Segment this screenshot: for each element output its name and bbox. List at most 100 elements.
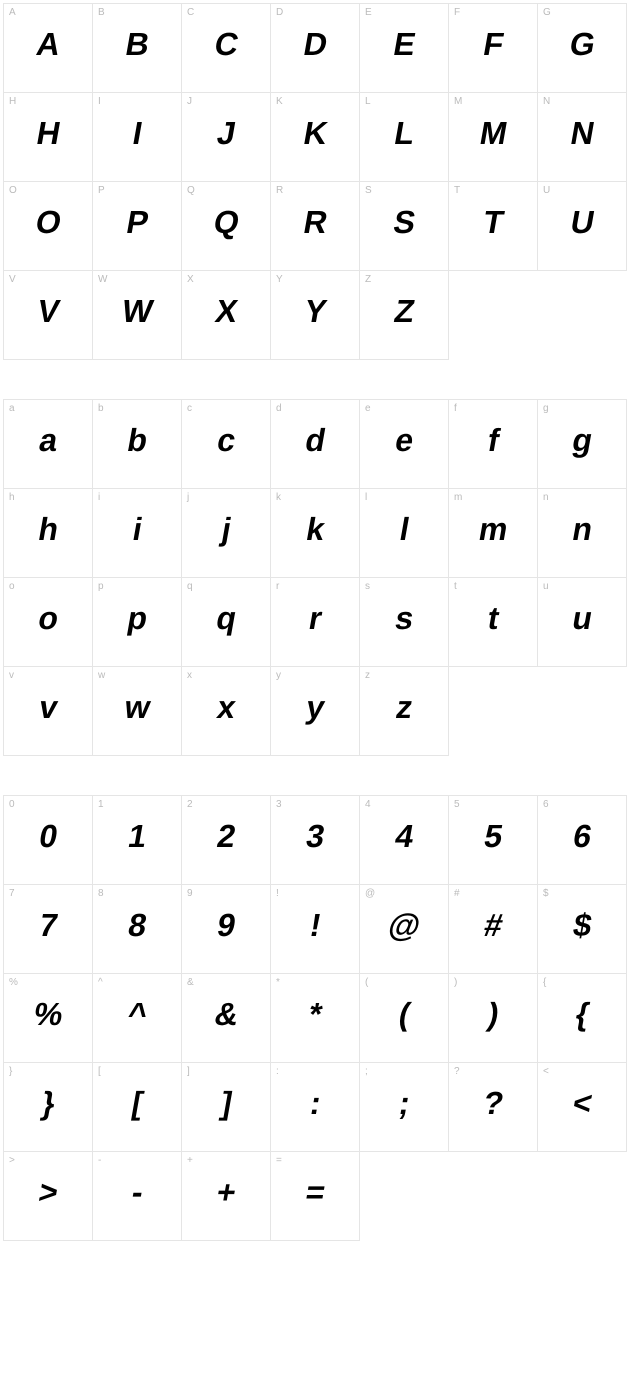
glyph-cell[interactable]: FF: [448, 3, 538, 93]
glyph-cell[interactable]: WW: [92, 270, 182, 360]
glyph-cell[interactable]: <<: [537, 1062, 627, 1152]
glyph-cell[interactable]: CC: [181, 3, 271, 93]
cell-glyph: 1: [125, 818, 148, 855]
glyph-cell[interactable]: ##: [448, 884, 538, 974]
glyph-cell[interactable]: tt: [448, 577, 538, 667]
glyph-cell[interactable]: hh: [3, 488, 93, 578]
glyph-cell[interactable]: KK: [270, 92, 360, 182]
glyph-cell[interactable]: $$: [537, 884, 627, 974]
glyph-cell[interactable]: MM: [448, 92, 538, 182]
glyph-cell[interactable]: ww: [92, 666, 182, 756]
glyph-cell[interactable]: !!: [270, 884, 360, 974]
cell-glyph: G: [567, 26, 597, 63]
glyph-cell[interactable]: rr: [270, 577, 360, 667]
cell-label: A: [9, 7, 16, 18]
glyph-cell[interactable]: oo: [3, 577, 93, 667]
glyph-cell[interactable]: VV: [3, 270, 93, 360]
glyph-cell[interactable]: jj: [181, 488, 271, 578]
glyph-cell[interactable]: pp: [92, 577, 182, 667]
glyph-cell[interactable]: ee: [359, 399, 449, 489]
glyph-cell[interactable]: XX: [181, 270, 271, 360]
glyph-cell[interactable]: SS: [359, 181, 449, 271]
glyph-cell[interactable]: BB: [92, 3, 182, 93]
glyph-cell[interactable]: ;;: [359, 1062, 449, 1152]
glyph-cell[interactable]: TT: [448, 181, 538, 271]
glyph-cell[interactable]: UU: [537, 181, 627, 271]
cell-glyph: u: [569, 600, 594, 637]
glyph-cell[interactable]: xx: [181, 666, 271, 756]
cell-glyph: F: [480, 26, 505, 63]
glyph-cell[interactable]: zz: [359, 666, 449, 756]
glyph-cell[interactable]: nn: [537, 488, 627, 578]
glyph-cell[interactable]: dd: [270, 399, 360, 489]
glyph-cell[interactable]: EE: [359, 3, 449, 93]
cell-glyph: *: [306, 996, 324, 1033]
glyph-cell[interactable]: ==: [270, 1151, 360, 1241]
cell-glyph: O: [33, 204, 63, 241]
glyph-cell[interactable]: 55: [448, 795, 538, 885]
glyph-cell[interactable]: OO: [3, 181, 93, 271]
glyph-cell[interactable]: qq: [181, 577, 271, 667]
glyph-cell[interactable]: cc: [181, 399, 271, 489]
glyph-cell[interactable]: mm: [448, 488, 538, 578]
glyph-cell[interactable]: uu: [537, 577, 627, 667]
glyph-cell[interactable]: %%: [3, 973, 93, 1063]
glyph-cell[interactable]: JJ: [181, 92, 271, 182]
glyph-cell[interactable]: 77: [3, 884, 93, 974]
glyph-cell[interactable]: QQ: [181, 181, 271, 271]
glyph-cell[interactable]: 22: [181, 795, 271, 885]
cell-glyph: !: [307, 907, 323, 944]
glyph-cell[interactable]: AA: [3, 3, 93, 93]
glyph-cell[interactable]: vv: [3, 666, 93, 756]
glyph-cell[interactable]: 11: [92, 795, 182, 885]
glyph-cell[interactable]: 66: [537, 795, 627, 885]
glyph-cell[interactable]: bb: [92, 399, 182, 489]
cell-label: 3: [276, 799, 282, 810]
glyph-cell[interactable]: 88: [92, 884, 182, 974]
glyph-cell[interactable]: ]]: [181, 1062, 271, 1152]
glyph-cell[interactable]: **: [270, 973, 360, 1063]
glyph-cell[interactable]: LL: [359, 92, 449, 182]
glyph-cell[interactable]: aa: [3, 399, 93, 489]
glyph-cell[interactable]: kk: [270, 488, 360, 578]
glyph-cell[interactable]: ::: [270, 1062, 360, 1152]
glyph-cell[interactable]: --: [92, 1151, 182, 1241]
glyph-cell[interactable]: ss: [359, 577, 449, 667]
glyph-cell[interactable]: yy: [270, 666, 360, 756]
glyph-cell[interactable]: II: [92, 92, 182, 182]
glyph-cell[interactable]: ll: [359, 488, 449, 578]
glyph-cell[interactable]: HH: [3, 92, 93, 182]
glyph-cell[interactable]: 33: [270, 795, 360, 885]
cell-label: +: [187, 1155, 193, 1166]
glyph-cell[interactable]: NN: [537, 92, 627, 182]
glyph-cell[interactable]: ff: [448, 399, 538, 489]
cell-label: s: [365, 581, 370, 592]
glyph-cell[interactable]: RR: [270, 181, 360, 271]
glyph-cell[interactable]: 99: [181, 884, 271, 974]
glyph-cell[interactable]: ((: [359, 973, 449, 1063]
glyph-cell[interactable]: DD: [270, 3, 360, 93]
glyph-cell[interactable]: YY: [270, 270, 360, 360]
glyph-cell[interactable]: &&: [181, 973, 271, 1063]
glyph-cell[interactable]: [[: [92, 1062, 182, 1152]
cell-glyph: N: [568, 115, 597, 152]
glyph-cell[interactable]: )): [448, 973, 538, 1063]
glyph-cell[interactable]: {{: [537, 973, 627, 1063]
cell-glyph: 5: [481, 818, 504, 855]
cell-glyph: p: [124, 600, 149, 637]
glyph-cell[interactable]: ^^: [92, 973, 182, 1063]
cell-glyph: [: [129, 1085, 145, 1122]
glyph-cell[interactable]: ??: [448, 1062, 538, 1152]
glyph-cell[interactable]: ZZ: [359, 270, 449, 360]
glyph-cell[interactable]: PP: [92, 181, 182, 271]
glyph-cell[interactable]: }}: [3, 1062, 93, 1152]
cell-label: b: [98, 403, 104, 414]
glyph-cell[interactable]: ii: [92, 488, 182, 578]
glyph-cell[interactable]: GG: [537, 3, 627, 93]
glyph-cell[interactable]: gg: [537, 399, 627, 489]
glyph-cell[interactable]: >>: [3, 1151, 93, 1241]
glyph-cell[interactable]: 44: [359, 795, 449, 885]
glyph-cell[interactable]: ++: [181, 1151, 271, 1241]
glyph-cell[interactable]: @@: [359, 884, 449, 974]
glyph-cell[interactable]: 00: [3, 795, 93, 885]
